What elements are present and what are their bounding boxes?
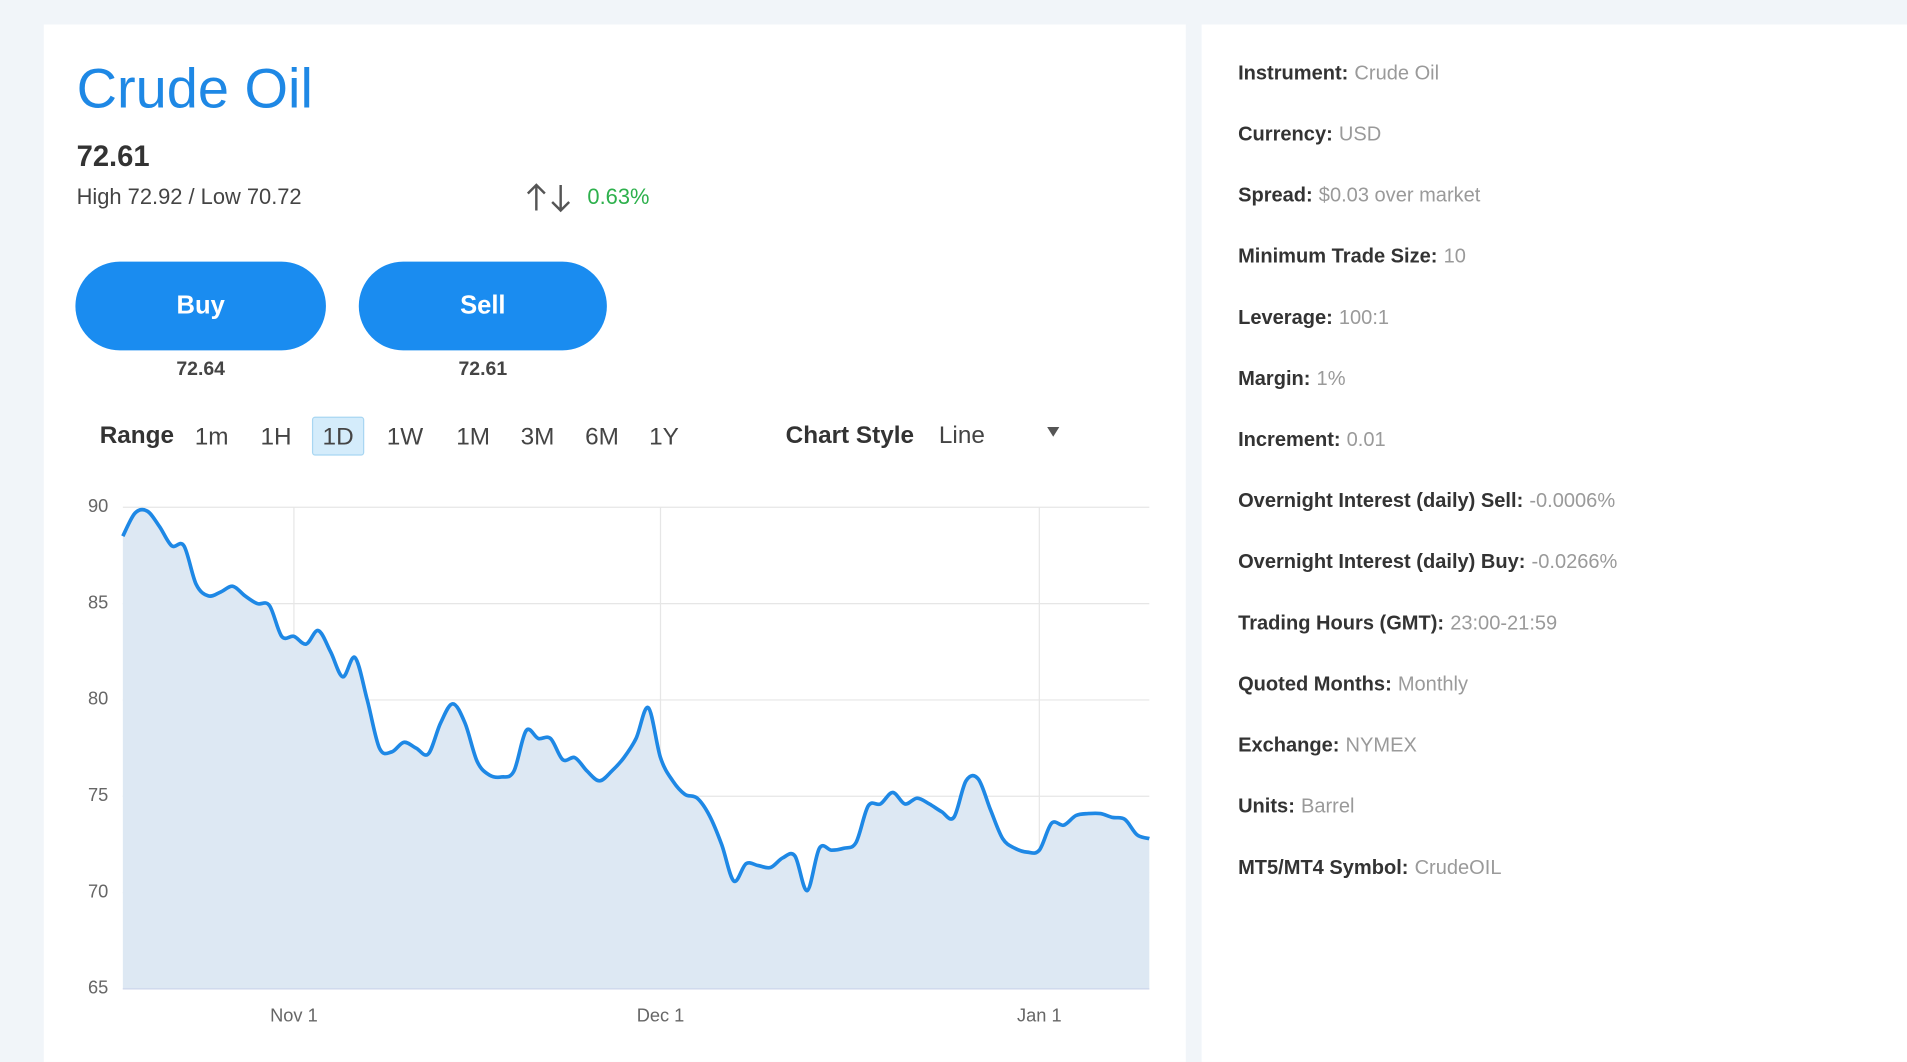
detail-value: 1%: [1317, 368, 1346, 390]
detail-row: Units: Barrel: [1238, 796, 1354, 818]
detail-label: MT5/MT4 Symbol:: [1238, 857, 1408, 879]
detail-row: Overnight Interest (daily) Sell: -0.0006%: [1238, 490, 1615, 512]
detail-label: Quoted Months:: [1238, 674, 1392, 696]
detail-row: Instrument: Crude Oil: [1238, 63, 1439, 85]
right-panel: [1201, 24, 1907, 1062]
detail-value: 100:1: [1339, 307, 1389, 329]
x-tick-label: Jan 1: [1017, 1005, 1062, 1026]
change: 0.63%: [587, 184, 649, 209]
detail-label: Exchange:: [1238, 735, 1339, 757]
range-option[interactable]: 1H: [261, 423, 292, 450]
detail-label: Units:: [1238, 796, 1295, 818]
detail-row: Exchange: NYMEX: [1238, 735, 1417, 757]
price: 72.61: [77, 141, 150, 173]
details-list: Instrument: Crude Oil Currency: USD Spread: $…: [1238, 63, 1617, 879]
sell-label[interactable]: Sell: [460, 291, 505, 319]
chart-style-value[interactable]: Line: [939, 422, 985, 449]
area: [122, 509, 1150, 989]
x-tick-label: Dec 1: [637, 1005, 685, 1026]
detail-value: Barrel: [1301, 796, 1354, 818]
detail-value: Crude Oil: [1354, 63, 1439, 85]
detail-value: USD: [1339, 124, 1381, 146]
range-options: 1m 1H 1D 1W 1M 3M 6M 1Y: [195, 416, 679, 456]
y-tick-label: 80: [88, 688, 108, 709]
detail-row: Overnight Interest (daily) Buy: -0.0266%: [1238, 552, 1617, 574]
sell-price: 72.61: [459, 358, 508, 380]
dropdown-arrow[interactable]: [1047, 427, 1060, 437]
detail-value: Monthly: [1398, 674, 1468, 696]
detail-row: Spread: $0.03 over market: [1238, 185, 1481, 207]
range-option[interactable]: 1M: [456, 423, 490, 450]
detail-label: Minimum Trade Size:: [1238, 246, 1437, 268]
buy-label[interactable]: Buy: [177, 291, 226, 319]
buy-price: 72.64: [176, 358, 225, 380]
y-tick-label: 65: [88, 977, 108, 998]
detail-row: Currency: USD: [1238, 124, 1381, 146]
detail-value: CrudeOIL: [1415, 857, 1502, 879]
range-option[interactable]: 3M: [521, 423, 555, 450]
detail-value: $0.03 over market: [1319, 185, 1481, 207]
range-option[interactable]: 1W: [387, 423, 424, 450]
detail-label: Overnight Interest (daily) Buy:: [1238, 552, 1525, 574]
updown-icon: [526, 183, 571, 213]
x-tick-label: Nov 1: [270, 1005, 318, 1026]
detail-label: Increment:: [1238, 429, 1341, 451]
range-option[interactable]: 1m: [195, 423, 229, 450]
high-low: High 72.92 / Low 70.72: [77, 184, 302, 209]
detail-row: Margin: 1%: [1238, 368, 1346, 390]
detail-label: Overnight Interest (daily) Sell:: [1238, 490, 1523, 512]
range-option[interactable]: 6M: [585, 423, 619, 450]
y-tick-label: 75: [88, 784, 108, 805]
detail-value: -0.0266%: [1532, 552, 1618, 574]
detail-value: NYMEX: [1346, 735, 1417, 757]
y-tick-label: 85: [88, 591, 108, 612]
detail-row: Quoted Months: Monthly: [1238, 674, 1468, 696]
buy-button[interactable]: [75, 261, 326, 351]
price-chart: 65 70 75 80 85 90 Nov 1 Dec 1 Jan 1: [88, 495, 1150, 1026]
chart-style-label[interactable]: Chart Style: [786, 422, 914, 449]
range-option[interactable]: 1Y: [649, 423, 679, 450]
detail-value: 23:00-21:59: [1450, 613, 1557, 635]
y-tick-label: 70: [88, 880, 108, 901]
instrument-title: Crude Oil: [77, 56, 313, 119]
detail-value: 0.01: [1347, 429, 1386, 451]
detail-label: Trading Hours (GMT):: [1238, 613, 1444, 635]
y-tick-label: 90: [88, 495, 108, 516]
detail-label: Currency:: [1238, 124, 1333, 146]
detail-label: Margin:: [1238, 368, 1310, 390]
detail-row: Trading Hours (GMT): 23:00-21:59: [1238, 613, 1557, 635]
detail-row: Increment: 0.01: [1238, 429, 1386, 451]
detail-row: Leverage: 100:1: [1238, 307, 1389, 329]
detail-row: Minimum Trade Size: 10: [1238, 246, 1466, 268]
line: [121, 507, 1150, 893]
detail-value: -0.0006%: [1529, 490, 1615, 512]
range-label: Range: [100, 422, 174, 449]
detail-row: MT5/MT4 Symbol: CrudeOIL: [1238, 857, 1501, 879]
sell-button[interactable]: [358, 261, 607, 351]
range-selected[interactable]: [311, 416, 365, 456]
detail-label: Spread:: [1238, 185, 1313, 207]
range-option[interactable]: 1D: [323, 423, 354, 450]
detail-label: Instrument:: [1238, 63, 1348, 85]
detail-label: Leverage:: [1238, 307, 1333, 329]
detail-value: 10: [1444, 246, 1466, 268]
